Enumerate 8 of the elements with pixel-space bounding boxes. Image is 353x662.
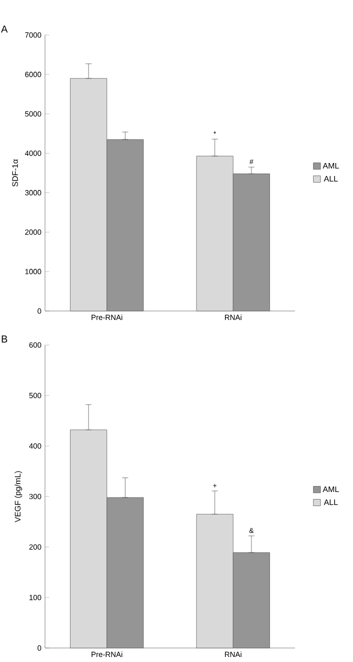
legend-label: ALL xyxy=(324,499,338,505)
legend-label: AML xyxy=(322,486,339,492)
y-axis-title: SDF-1α xyxy=(12,159,18,187)
chart-title: A xyxy=(1,26,8,32)
chart-title: B xyxy=(2,336,8,342)
y-axis-title: VEGF (pg/mL) xyxy=(14,471,22,522)
legend-label: AML xyxy=(322,163,339,169)
legend-label: ALL xyxy=(324,176,338,182)
